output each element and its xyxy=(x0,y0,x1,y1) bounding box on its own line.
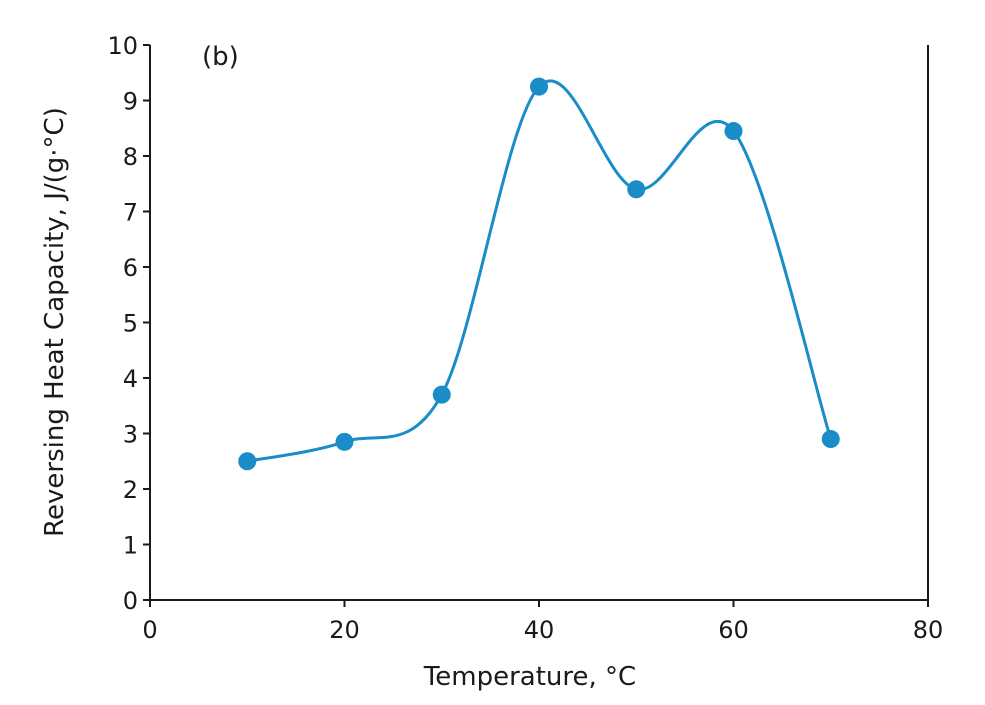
axes-group xyxy=(149,45,929,601)
data-point xyxy=(238,452,257,471)
y-axis-title: Reversing Heat Capacity, J/(g·°C) xyxy=(40,107,70,537)
x-axis-title: Temperature, °C xyxy=(423,662,636,692)
x-tick-label: 60 xyxy=(718,616,749,644)
y-tick-label: 3 xyxy=(123,421,138,449)
y-tick-label: 8 xyxy=(123,143,138,171)
y-tick-label: 2 xyxy=(123,476,138,504)
x-tick-label: 0 xyxy=(142,616,157,644)
x-tick-label: 20 xyxy=(329,616,360,644)
labels-group: (b) Temperature, °C Reversing Heat Capac… xyxy=(40,42,636,692)
ticks-group: 0 1 2 3 4 5 6 7 8 9 10 0 20 40 60 80 xyxy=(107,32,943,644)
data-point xyxy=(530,77,548,96)
y-tick-label: 5 xyxy=(123,310,138,338)
y-tick-label: 9 xyxy=(123,88,138,116)
x-tick-label: 80 xyxy=(913,616,944,644)
y-tick-label: 1 xyxy=(123,532,138,560)
y-tick-label: 7 xyxy=(123,199,138,227)
y-tick-label: 4 xyxy=(123,365,138,393)
y-tick-label: 10 xyxy=(107,32,138,60)
series-line xyxy=(246,79,833,463)
y-tick-label: 0 xyxy=(123,587,138,615)
data-point xyxy=(627,180,646,199)
x-tick-label: 40 xyxy=(524,616,555,644)
data-point xyxy=(335,432,354,451)
data-point xyxy=(432,385,451,404)
data-point xyxy=(724,122,743,141)
data-point xyxy=(821,430,840,449)
y-tick-label: 6 xyxy=(123,254,138,282)
panel-label: (b) xyxy=(202,42,239,72)
series-group xyxy=(238,77,840,471)
